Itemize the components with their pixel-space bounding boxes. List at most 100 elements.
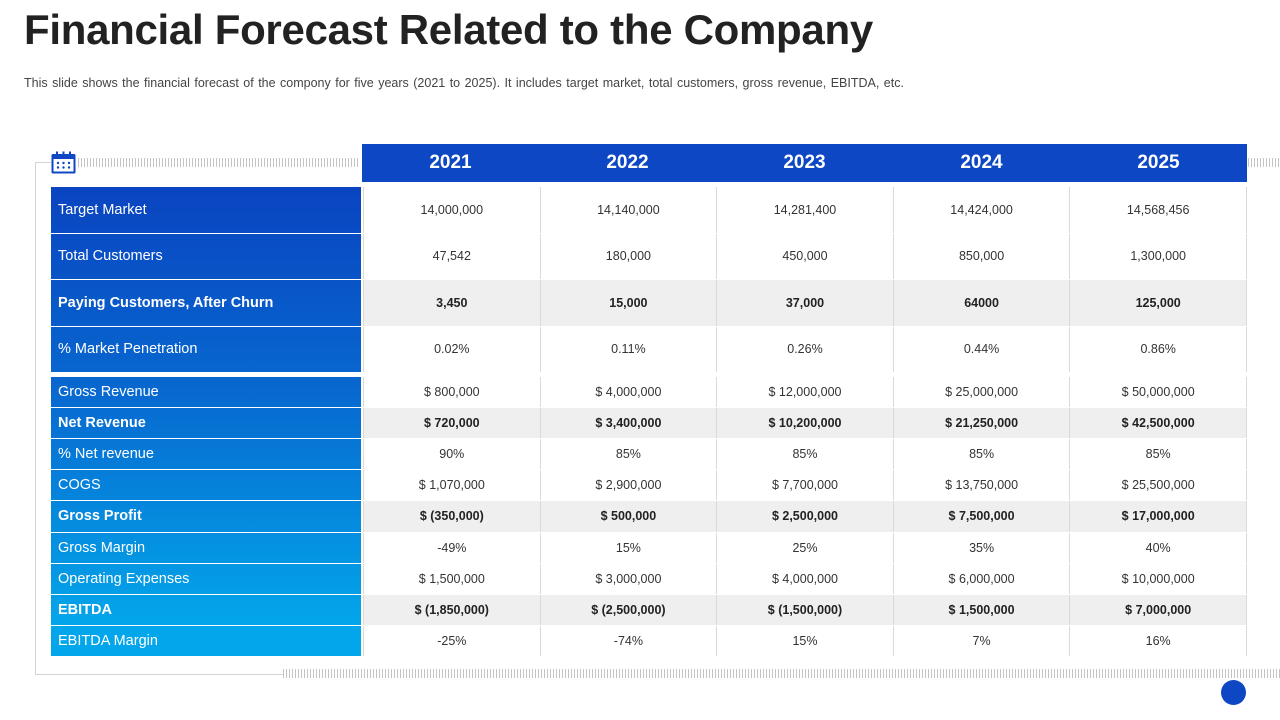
- table-cell: 0.11%: [540, 326, 717, 372]
- row-values: 0.02% 0.11% 0.26% 0.44% 0.86%: [363, 326, 1247, 372]
- table-cell: 15%: [540, 532, 717, 563]
- row-values: 90% 85% 85% 85% 85%: [363, 439, 1247, 470]
- table-cell: 14,424,000: [893, 187, 1070, 233]
- blue-dot-icon: [1221, 680, 1246, 705]
- table-cell: 85%: [717, 439, 893, 470]
- row-values: 14,000,000 14,140,000 14,281,400 14,424,000…: [363, 187, 1247, 233]
- table-cell: 37,000: [717, 280, 893, 326]
- calendar-icon: [51, 151, 76, 174]
- table-row: Operating Expenses $ 1,500,000 $ 3,000,000…: [51, 563, 1247, 594]
- table-cell: $ 7,000,000: [1070, 594, 1246, 625]
- row-label: Target Market: [51, 187, 361, 233]
- table-cell: $ 1,070,000: [364, 470, 540, 501]
- table-cell: 125,000: [1070, 280, 1246, 326]
- hatch-decoration-bottom: [283, 669, 1280, 678]
- table-cell: $ (2,500,000): [540, 594, 717, 625]
- table-cell: 0.44%: [893, 326, 1070, 372]
- table-cell: 850,000: [893, 233, 1070, 279]
- row-label: Net Revenue: [51, 408, 361, 439]
- row-label: Gross Profit: [51, 501, 361, 532]
- table-cell: 47,542: [364, 233, 540, 279]
- table-row: Gross Margin -49% 15% 25% 35% 40%: [51, 532, 1247, 563]
- table-cell: 16%: [1070, 625, 1246, 656]
- row-values: $ 800,000 $ 4,000,000 $ 12,000,000 $ 25,000…: [363, 377, 1247, 408]
- frame-line-left: [35, 162, 36, 674]
- table-cell: $ 50,000,000: [1070, 377, 1246, 408]
- table-cell: $ 500,000: [540, 501, 717, 532]
- row-label: Paying Customers, After Churn: [51, 280, 361, 326]
- table-row: Total Customers 47,542 180,000 450,000 850,0…: [51, 233, 1247, 279]
- hatch-decoration-right: [1248, 158, 1280, 167]
- row-values: 3,450 15,000 37,000 64000 125,000: [363, 280, 1247, 326]
- table-cell: -74%: [540, 625, 717, 656]
- year-header-bar: 2021 2022 2023 2024 2025: [362, 144, 1247, 182]
- table-row: EBITDA Margin -25% -74% 15% 7% 16%: [51, 625, 1247, 656]
- table-cell: 15,000: [540, 280, 717, 326]
- table-cell: 85%: [893, 439, 1070, 470]
- table-row: % Market Penetration 0.02% 0.11% 0.26% 0.44%…: [51, 326, 1247, 372]
- table-cell: $ 3,000,000: [540, 563, 717, 594]
- table-cell: $ 800,000: [364, 377, 540, 408]
- row-values: $ (350,000) $ 500,000 $ 2,500,000 $ 7,500,0…: [363, 501, 1247, 532]
- row-label: COGS: [51, 470, 361, 501]
- table-cell: $ 2,900,000: [540, 470, 717, 501]
- table-cell: 7%: [893, 625, 1070, 656]
- table-cell: $ 7,700,000: [717, 470, 893, 501]
- row-label: EBITDA Margin: [51, 625, 361, 656]
- table-cell: 85%: [1070, 439, 1246, 470]
- table-cell: 90%: [364, 439, 540, 470]
- frame-line-bottom: [35, 674, 283, 675]
- table-cell: 15%: [717, 625, 893, 656]
- table-cell: $ 6,000,000: [893, 563, 1070, 594]
- row-values: $ 1,070,000 $ 2,900,000 $ 7,700,000 $ 13,75…: [363, 470, 1247, 501]
- table-cell: 1,300,000: [1070, 233, 1246, 279]
- frame-line-top: [35, 162, 51, 163]
- row-label: Total Customers: [51, 233, 361, 279]
- table-cell: -25%: [364, 625, 540, 656]
- table-cell: 14,000,000: [364, 187, 540, 233]
- row-values: $ (1,850,000) $ (2,500,000) $ (1,500,000) $…: [363, 594, 1247, 625]
- table-cell: $ (1,850,000): [364, 594, 540, 625]
- table-cell: $ 10,000,000: [1070, 563, 1246, 594]
- table-cell: $ 7,500,000: [893, 501, 1070, 532]
- table-cell: $ 12,000,000: [717, 377, 893, 408]
- row-label: % Net revenue: [51, 439, 361, 470]
- table-cell: 25%: [717, 532, 893, 563]
- page-title: Financial Forecast Related to the Compan…: [24, 6, 873, 53]
- financials-table: Gross Revenue $ 800,000 $ 4,000,000 $ 12,00…: [51, 377, 1247, 656]
- table-cell: 180,000: [540, 233, 717, 279]
- table-cell: 0.02%: [364, 326, 540, 372]
- table-cell: $ (1,500,000): [717, 594, 893, 625]
- table-cell: 40%: [1070, 532, 1246, 563]
- table-cell: $ 13,750,000: [893, 470, 1070, 501]
- row-label: % Market Penetration: [51, 326, 361, 372]
- table-row: Paying Customers, After Churn 3,450 15,000…: [51, 280, 1247, 326]
- table-row: Target Market 14,000,000 14,140,000 14,281,…: [51, 187, 1247, 233]
- table-cell: $ 4,000,000: [540, 377, 717, 408]
- row-values: 47,542 180,000 450,000 850,000 1,300,000: [363, 233, 1247, 279]
- table-cell: 14,140,000: [540, 187, 717, 233]
- table-row: Net Revenue $ 720,000 $ 3,400,000 $ 10,200,…: [51, 408, 1247, 439]
- table-cell: 0.86%: [1070, 326, 1246, 372]
- row-label: EBITDA: [51, 594, 361, 625]
- hatch-decoration-top: [78, 158, 360, 167]
- table-cell: $ 4,000,000: [717, 563, 893, 594]
- table-cell: $ 1,500,000: [893, 594, 1070, 625]
- table-cell: 35%: [893, 532, 1070, 563]
- table-cell: 14,281,400: [717, 187, 893, 233]
- table-cell: $ 1,500,000: [364, 563, 540, 594]
- table-row: COGS $ 1,070,000 $ 2,900,000 $ 7,700,000 $ 1…: [51, 470, 1247, 501]
- table-row: Gross Profit $ (350,000) $ 500,000 $ 2,500,…: [51, 501, 1247, 532]
- row-label: Gross Revenue: [51, 377, 361, 408]
- table-cell: $ 2,500,000: [717, 501, 893, 532]
- year-header-cell: 2021: [429, 152, 472, 173]
- row-values: $ 1,500,000 $ 3,000,000 $ 4,000,000 $ 6,000…: [363, 563, 1247, 594]
- row-values: $ 720,000 $ 3,400,000 $ 10,200,000 $ 21,250…: [363, 408, 1247, 439]
- table-cell: 64000: [893, 280, 1070, 326]
- table-cell: $ 720,000: [364, 408, 540, 439]
- row-label: Operating Expenses: [51, 563, 361, 594]
- table-cell: $ 10,200,000: [717, 408, 893, 439]
- table-row: % Net revenue 90% 85% 85% 85% 85%: [51, 439, 1247, 470]
- table-cell: 3,450: [364, 280, 540, 326]
- table-cell: 85%: [540, 439, 717, 470]
